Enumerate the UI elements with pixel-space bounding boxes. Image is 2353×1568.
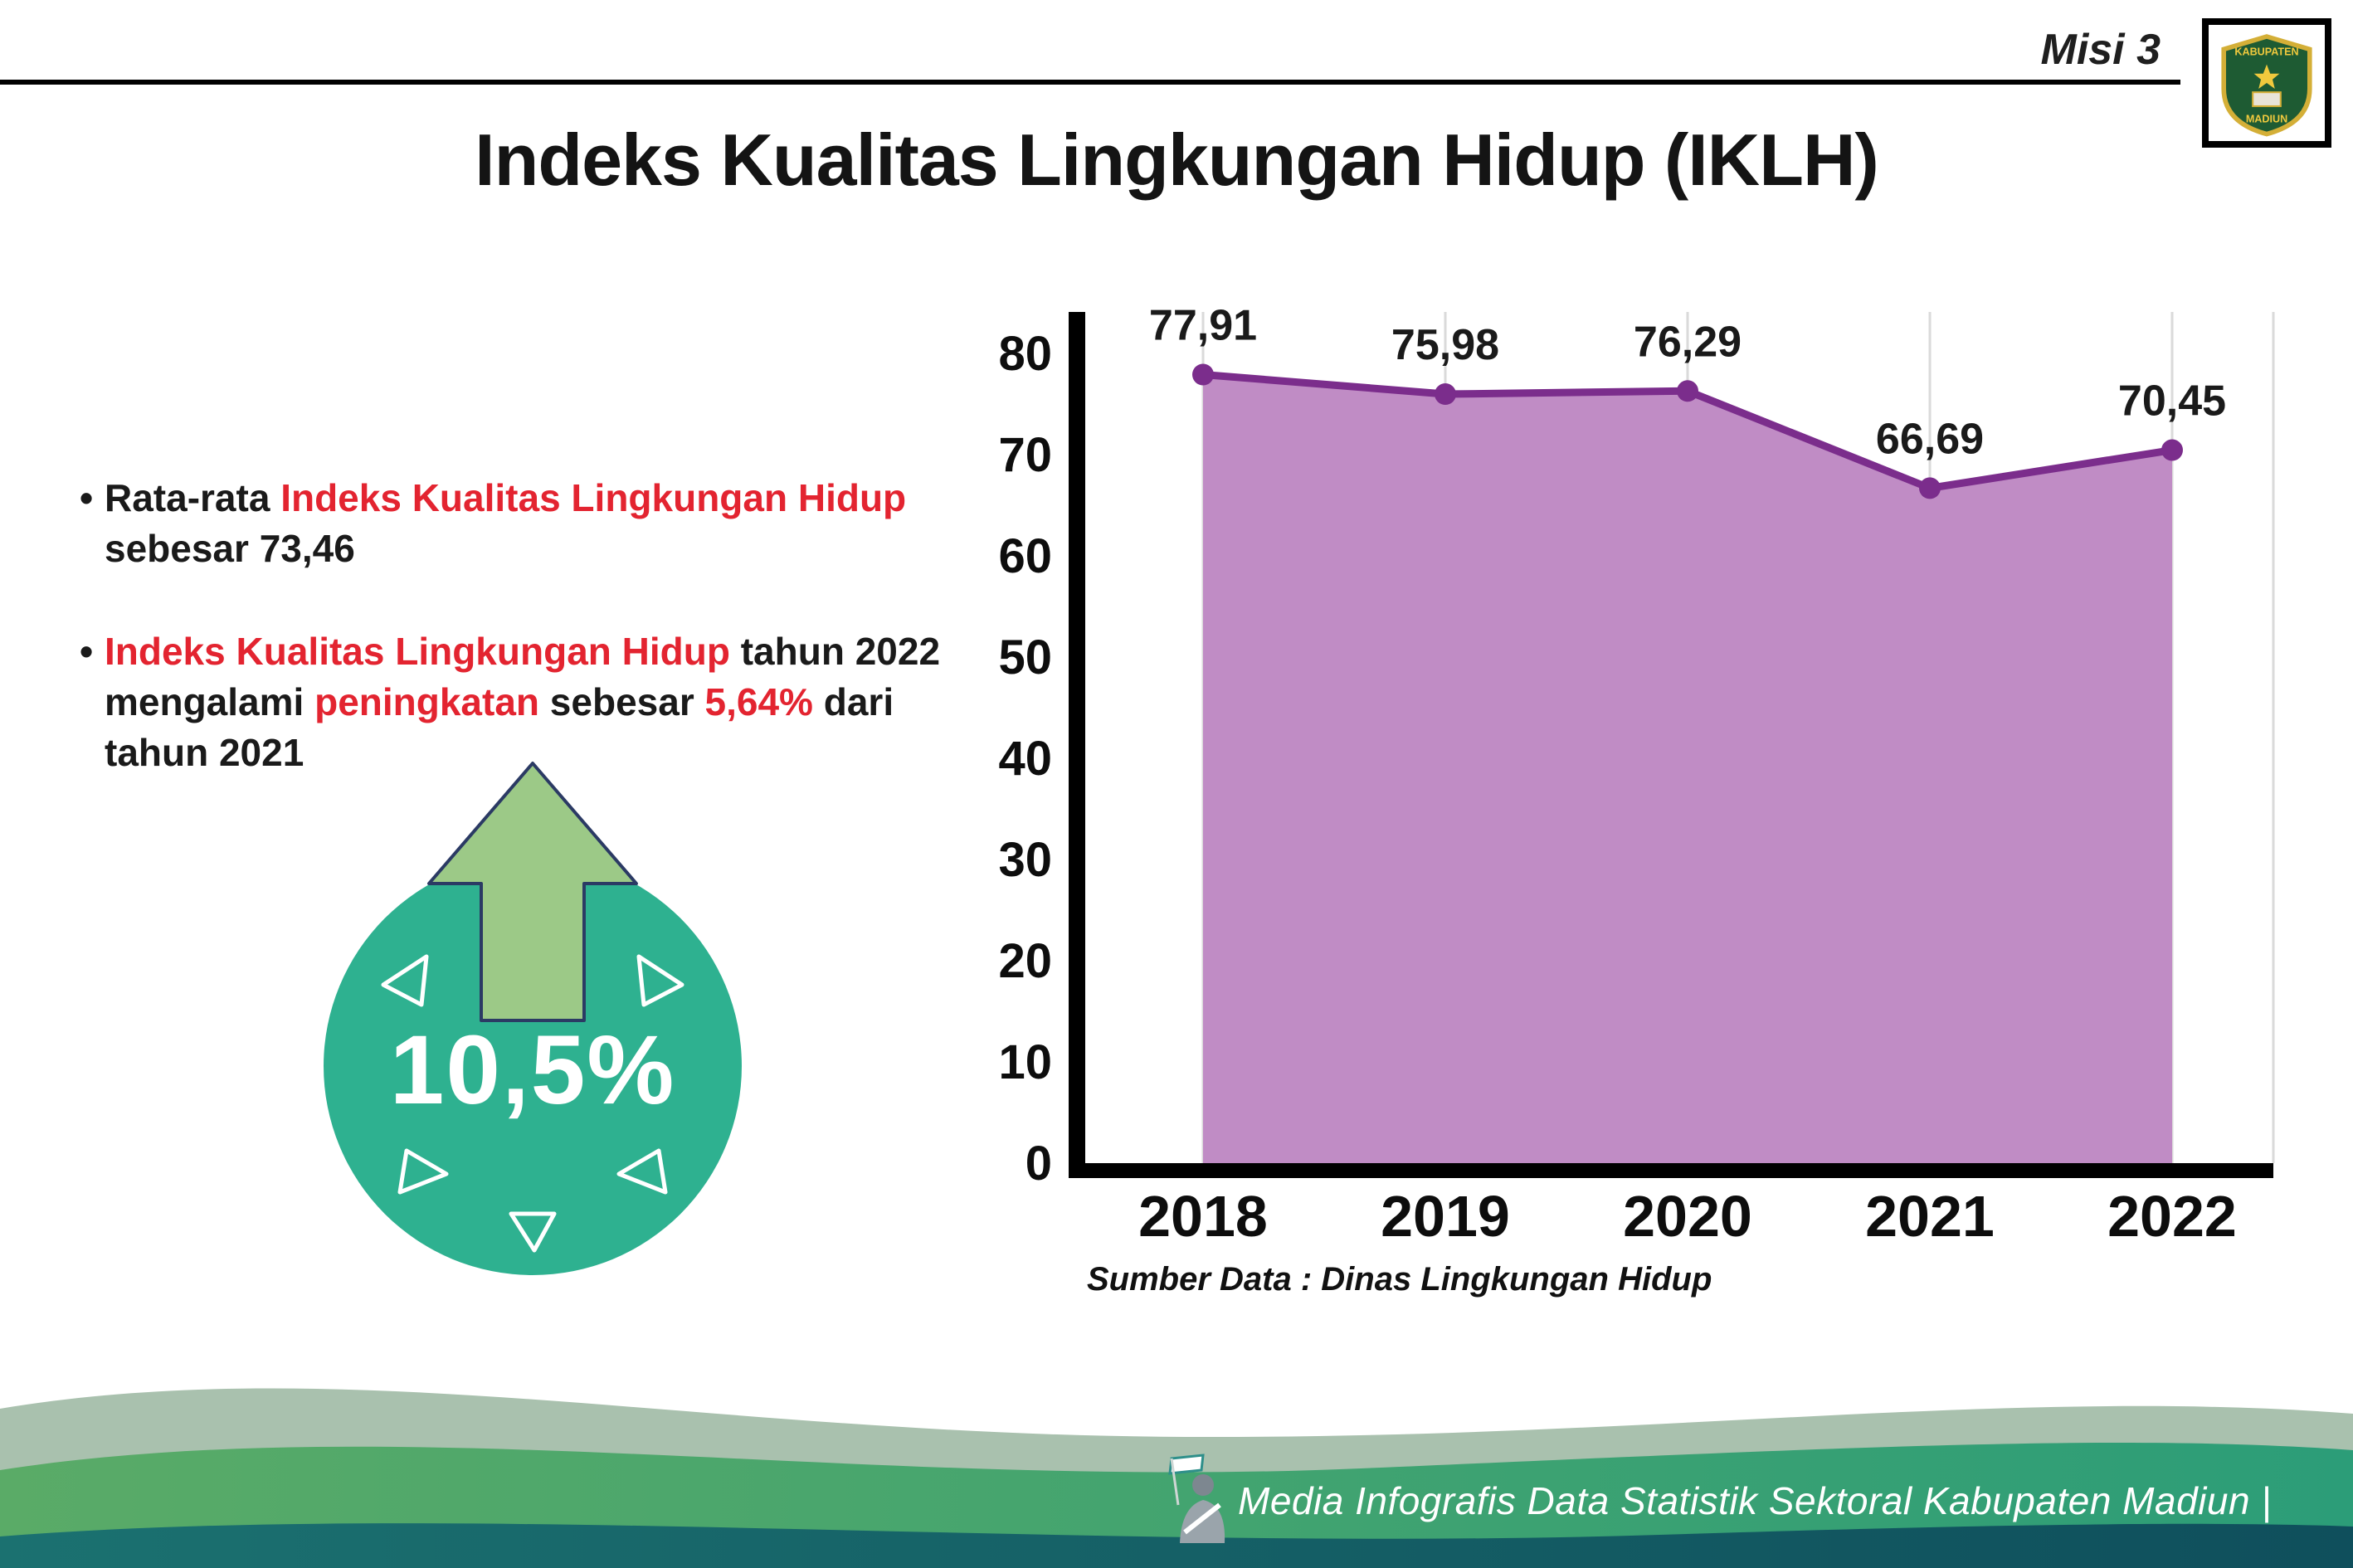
kabupaten-madiun-logo: KABUPATEN MADIUN <box>2202 18 2331 148</box>
y-axis <box>1069 312 1085 1178</box>
text-segment-highlight: Indeks Kualitas Lingkungan Hidup <box>105 630 730 674</box>
misi-label: Misi 3 <box>2040 26 2161 74</box>
bullet-increase-2022: • Indeks Kualitas Lingkungan Hidup tahun… <box>80 626 959 777</box>
badge-value: 10,5% <box>389 1015 676 1125</box>
y-tick-label: 80 <box>998 327 1052 381</box>
data-point <box>2161 439 2183 461</box>
area-fill <box>1203 374 2172 1163</box>
value-label: 76,29 <box>1634 318 1742 366</box>
mascot-icon <box>1160 1454 1235 1545</box>
key-points: • Rata-rata Indeks Kualitas Lingkungan H… <box>80 473 959 831</box>
x-tick-label: 2020 <box>1623 1184 1752 1249</box>
data-point <box>1192 363 1214 386</box>
bullet-marker: • <box>80 476 94 519</box>
badge-circle <box>324 857 742 1275</box>
footer-credit: Media Infografis Data Statistik Sektoral… <box>1238 1479 2272 1522</box>
y-tick-label: 10 <box>998 1035 1052 1089</box>
crest-icon: KABUPATEN MADIUN <box>2221 34 2312 137</box>
x-tick-label: 2022 <box>2107 1184 2237 1249</box>
logo-text-bottom: MADIUN <box>2246 114 2287 125</box>
y-tick-label: 70 <box>998 428 1052 482</box>
up-arrow-icon <box>427 762 638 1022</box>
y-tick-label: 30 <box>998 833 1052 887</box>
ring-triangle-decorations <box>381 954 684 1253</box>
increase-badge <box>300 676 765 1307</box>
increase-badge-graphic <box>324 762 742 1275</box>
bullet-marker: • <box>80 630 94 674</box>
y-tick-label: 0 <box>1025 1137 1052 1191</box>
data-point <box>1435 383 1456 406</box>
value-label: 75,98 <box>1391 321 1499 369</box>
chart-canvas: 77,91 75,98 76,29 66,69 70,45 0 10 20 30 40 50 60 70… <box>998 301 2275 1249</box>
x-tick-label: 2021 <box>1865 1184 1995 1249</box>
data-point <box>1677 380 1698 402</box>
text-segment-highlight: Indeks Kualitas Lingkungan Hidup <box>280 476 907 519</box>
value-label: 70,45 <box>2118 377 2226 426</box>
text-segment: tahun 2022 mengalami <box>105 630 941 724</box>
footer-waves <box>0 1388 2353 1568</box>
text-segment: sebesar 73,46 <box>105 526 355 570</box>
iklh-area-chart: 77,91 75,98 76,29 66,69 70,45 0 10 20 30 40 50 60 70… <box>954 290 2282 1319</box>
y-tick-label: 40 <box>998 732 1052 786</box>
wave-dark <box>0 1523 2353 1568</box>
text-segment: Rata-rata <box>105 476 281 519</box>
text-segment: dari tahun 2021 <box>105 680 894 774</box>
header-divider <box>0 80 2180 85</box>
value-label: 66,69 <box>1876 415 1984 463</box>
text-segment-highlight: 5,64% <box>704 680 813 724</box>
text-segment-highlight: peningkatan <box>314 680 540 724</box>
x-tick-label: 2018 <box>1138 1184 1268 1249</box>
bullet-average-iklh: • Rata-rata Indeks Kualitas Lingkungan H… <box>80 473 959 573</box>
text-segment: sebesar <box>539 680 705 724</box>
page-title: Indeks Kualitas Lingkungan Hidup (IKLH) <box>475 119 1879 201</box>
logo-text-top: KABUPATEN <box>2234 46 2298 57</box>
x-tick-label: 2019 <box>1381 1184 1510 1249</box>
y-tick-label: 60 <box>998 529 1052 583</box>
source-note: Sumber Data : Dinas Lingkungan Hidup <box>1087 1261 1712 1298</box>
data-point <box>1919 477 1941 499</box>
x-axis <box>1069 1163 2273 1178</box>
value-label: 77,91 <box>1149 301 1257 349</box>
y-tick-label: 50 <box>998 631 1052 684</box>
y-tick-label: 20 <box>998 934 1052 988</box>
